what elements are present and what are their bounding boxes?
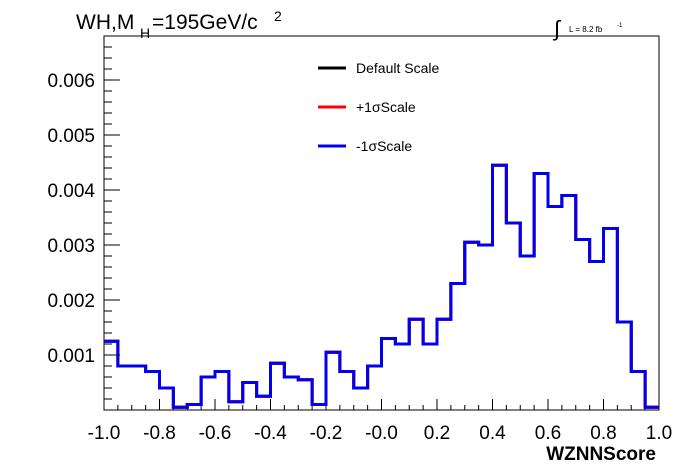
x-axis-label: WZNNScore bbox=[546, 444, 656, 465]
x-tick-label: 0.2 bbox=[424, 423, 450, 444]
x-tick-label: 0.6 bbox=[535, 423, 561, 444]
x-tick-label: -0.2 bbox=[310, 423, 343, 444]
y-tick-label: 0.003 bbox=[47, 236, 95, 257]
legend-entry: Default Scale bbox=[356, 60, 439, 76]
axes: -1.0 -0.8 -0.6 -0.4 -0.2 -0.0 0.2 0.4 0.6 0.8 1.0 0… bbox=[47, 46, 672, 444]
chart-title: WH,M H =195GeV/c 2 bbox=[76, 8, 282, 41]
x-tick-label: -0.8 bbox=[143, 423, 176, 444]
y-tick-label: 0.004 bbox=[47, 181, 95, 202]
legend-entry: +1σScale bbox=[356, 99, 416, 115]
legend-entry: -1σScale bbox=[356, 138, 412, 154]
integral-symbol: ∫ bbox=[552, 16, 562, 41]
lumi-superscript: -1 bbox=[617, 23, 623, 29]
y-tick-label: 0.006 bbox=[47, 71, 95, 92]
x-tick-label: -0.0 bbox=[365, 423, 398, 444]
series-line-2 bbox=[104, 163, 659, 409]
x-tick-label: 0.4 bbox=[479, 423, 506, 444]
title-rest: =195GeV/c bbox=[152, 11, 258, 34]
x-tick-label: -0.6 bbox=[199, 423, 232, 444]
y-tick-label: 0.002 bbox=[47, 291, 95, 312]
x-tick-label: 1.0 bbox=[646, 423, 672, 444]
title-main: WH,M bbox=[76, 11, 134, 34]
y-tick-label: 0.005 bbox=[47, 126, 95, 147]
x-tick-label: -1.0 bbox=[88, 423, 121, 444]
y-tick-label: 0.001 bbox=[47, 346, 95, 367]
lumi-text: L = 8.2 fb bbox=[569, 25, 603, 34]
legend: Default Scale +1σScale -1σScale bbox=[318, 60, 439, 154]
luminosity-label: ∫ L = 8.2 fb -1 bbox=[552, 16, 623, 41]
series-layer bbox=[104, 163, 659, 409]
title-superscript: 2 bbox=[274, 8, 282, 24]
title-subscript: H bbox=[140, 25, 150, 41]
x-tick-label: 0.8 bbox=[590, 423, 616, 444]
x-tick-label: -0.4 bbox=[254, 423, 287, 444]
